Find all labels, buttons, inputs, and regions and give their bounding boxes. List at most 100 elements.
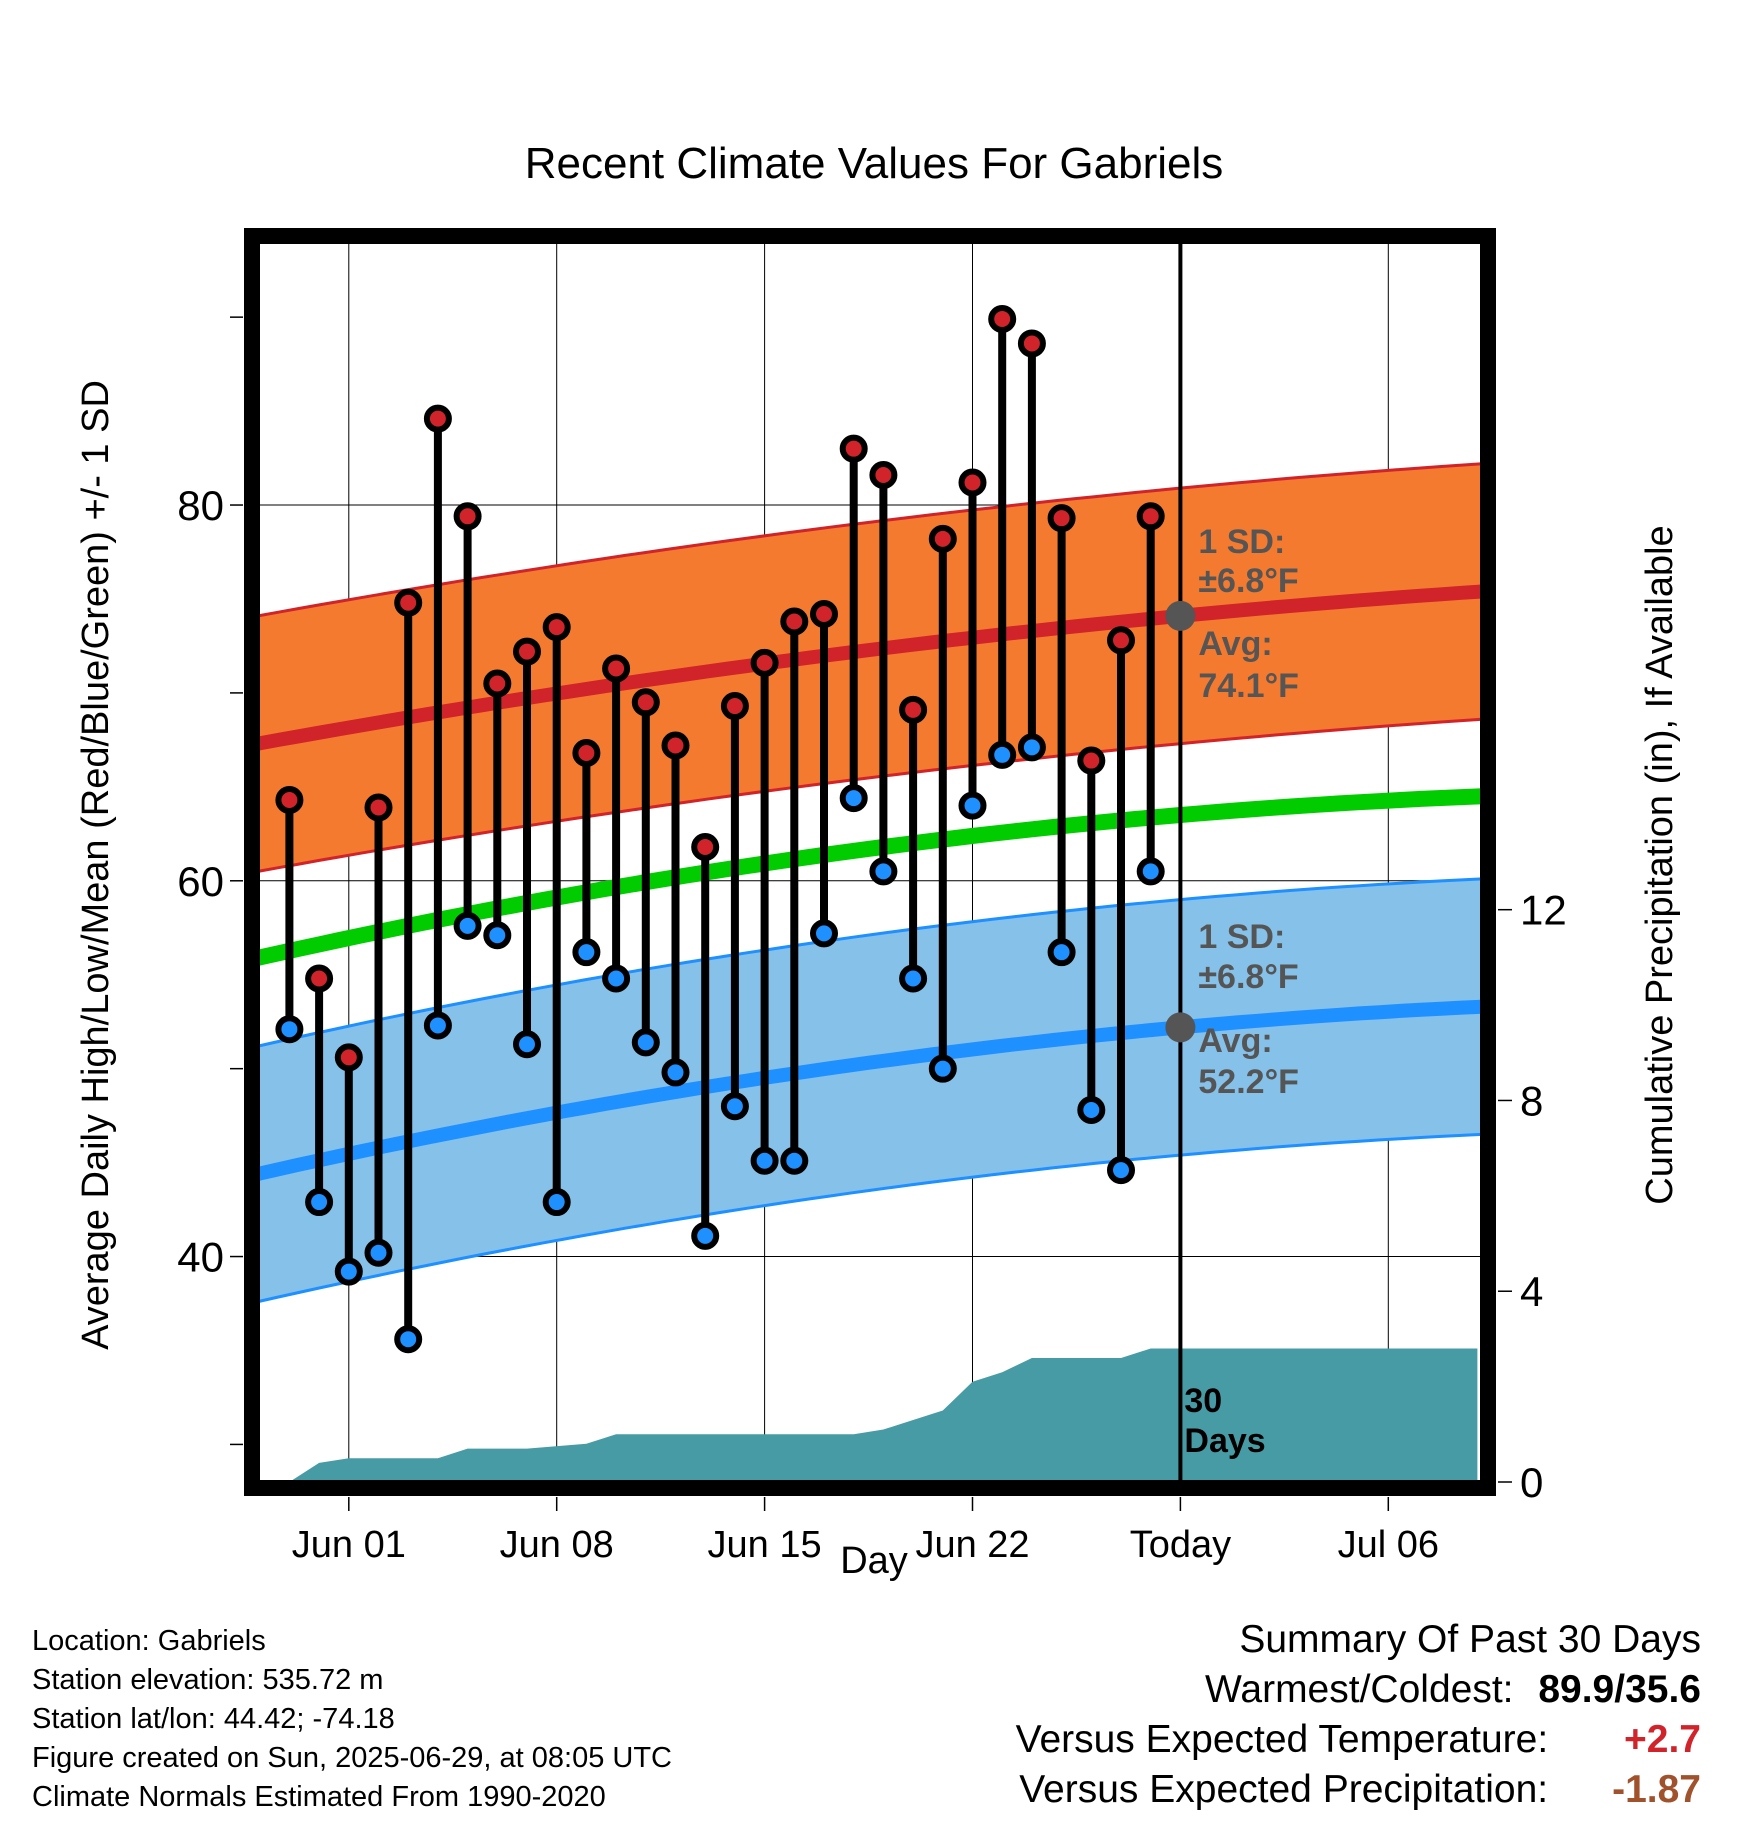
daily-high-point bbox=[780, 607, 809, 636]
y-axis-right-label: Cumulative Precipitation (in), If Availa… bbox=[1639, 525, 1681, 1204]
x-tick-label: Today bbox=[1130, 1524, 1231, 1566]
daily-high-point bbox=[631, 688, 660, 717]
daily-low-point bbox=[720, 1092, 749, 1121]
high-sd-band-upper-edge bbox=[257, 462, 1483, 618]
daily-low-point bbox=[1047, 938, 1076, 967]
high-sd-band-lower-edge bbox=[257, 717, 1483, 873]
y-left-tick-label: 80 bbox=[177, 482, 224, 529]
daily-high-point bbox=[810, 600, 838, 628]
x-tick-label: Jul 06 bbox=[1338, 1524, 1439, 1566]
chart-title: Recent Climate Values For Gabriels bbox=[525, 139, 1224, 188]
daily-high-point bbox=[958, 468, 987, 497]
daily-high-point bbox=[364, 793, 393, 822]
daily-low-point bbox=[869, 857, 898, 886]
warmest-value: 89.9/35.6 bbox=[1538, 1668, 1701, 1711]
high-sd-value: ±6.8°F bbox=[1198, 562, 1298, 600]
y-left-tick-label: 40 bbox=[177, 1234, 224, 1281]
precip-area bbox=[289, 1348, 1478, 1482]
x-tick-label: Jun 08 bbox=[500, 1524, 614, 1566]
daily-high-point bbox=[423, 404, 452, 433]
today-low-normal-marker bbox=[1165, 1012, 1196, 1043]
daily-high-point bbox=[691, 832, 720, 861]
location-text: Location: Gabriels bbox=[32, 1625, 266, 1657]
daily-low-point bbox=[513, 1030, 541, 1059]
precip-value: -1.87 bbox=[1612, 1768, 1701, 1811]
daily-high-point bbox=[988, 305, 1017, 334]
daily-low-point bbox=[899, 964, 928, 993]
daily-high-point bbox=[839, 434, 868, 463]
high-avg-label: Avg: bbox=[1198, 625, 1272, 663]
daily-low-point bbox=[958, 791, 987, 820]
latlon-text: Station lat/lon: 44.42; -74.18 bbox=[32, 1703, 395, 1735]
x-tick-label: Jun 01 bbox=[292, 1524, 406, 1566]
y-right-tick-label: 0 bbox=[1520, 1459, 1543, 1506]
warmest-label: Warmest/Coldest: bbox=[1205, 1668, 1514, 1711]
daily-high-point bbox=[453, 502, 482, 531]
created-text: Figure created on Sun, 2025-06-29, at 08… bbox=[32, 1742, 672, 1774]
daily-high-point bbox=[1017, 329, 1046, 358]
daily-low-point bbox=[1107, 1156, 1135, 1185]
summary-temp-row: Versus Expected Temperature: +2.7 bbox=[1016, 1715, 1701, 1765]
summary-warmest-row: Warmest/Coldest: 89.9/35.6 bbox=[1016, 1665, 1701, 1715]
daily-low-point bbox=[334, 1257, 363, 1286]
low-normal-line bbox=[256, 999, 1483, 1181]
low-sd-band-upper-edge bbox=[257, 877, 1483, 1048]
daily-low-point bbox=[483, 921, 512, 950]
high-avg-value: 74.1°F bbox=[1198, 667, 1299, 705]
high-normal-line bbox=[256, 584, 1483, 751]
low-avg-value: 52.2°F bbox=[1198, 1063, 1299, 1101]
daily-high-point bbox=[1107, 626, 1135, 655]
y-left-tick-label: 60 bbox=[177, 858, 224, 905]
low-sd-label: 1 SD: bbox=[1198, 918, 1285, 956]
temp-value: +2.7 bbox=[1624, 1718, 1701, 1761]
precip-label: Versus Expected Precipitation: bbox=[1019, 1768, 1549, 1811]
daily-high-point bbox=[334, 1043, 363, 1072]
daily-low-point bbox=[839, 784, 868, 813]
daily-high-point bbox=[869, 460, 898, 489]
daily-low-point bbox=[780, 1146, 809, 1175]
daily-low-point bbox=[453, 911, 482, 940]
x-tick-label: Jun 22 bbox=[915, 1524, 1029, 1566]
daily-high-point bbox=[572, 739, 601, 768]
daily-low-point bbox=[928, 1054, 957, 1083]
daily-low-point bbox=[602, 964, 631, 993]
daily-high-point bbox=[542, 613, 571, 642]
normals-text: Climate Normals Estimated From 1990-2020 bbox=[32, 1781, 606, 1813]
daily-high-point bbox=[602, 654, 631, 683]
daily-low-point bbox=[572, 938, 601, 967]
summary-panel: Summary Of Past 30 Days Warmest/Coldest:… bbox=[1016, 1615, 1701, 1815]
daily-high-point bbox=[305, 964, 334, 993]
daily-high-point bbox=[899, 695, 928, 724]
low-avg-label: Avg: bbox=[1198, 1022, 1272, 1060]
summary-precip-row: Versus Expected Precipitation: -1.87 bbox=[1016, 1765, 1701, 1815]
daily-high-point bbox=[720, 692, 749, 721]
daily-low-point bbox=[631, 1028, 660, 1057]
daily-low-point bbox=[988, 740, 1017, 769]
daily-low-point bbox=[275, 1015, 304, 1044]
daily-high-point bbox=[394, 588, 423, 617]
climate-chart: Recent Climate Values For Gabriels 1 SD:… bbox=[75, 139, 1681, 1582]
daily-high-point bbox=[1077, 746, 1106, 775]
station-info: Location: Gabriels Station elevation: 53… bbox=[32, 1622, 672, 1817]
daily-high-point bbox=[750, 648, 779, 677]
daily-low-point bbox=[691, 1221, 720, 1250]
daily-low-point bbox=[394, 1325, 423, 1354]
x-tick-label: Jun 15 bbox=[708, 1524, 822, 1566]
daily-low-point bbox=[423, 1011, 452, 1040]
plot-frame bbox=[244, 228, 1496, 1496]
daily-low-point bbox=[750, 1146, 779, 1175]
y-right-tick-label: 4 bbox=[1520, 1268, 1543, 1315]
daily-low-point bbox=[542, 1188, 571, 1217]
daily-high-point bbox=[1047, 504, 1076, 533]
daily-low-point bbox=[1136, 857, 1165, 886]
days-label-word: Days bbox=[1184, 1422, 1265, 1460]
daily-low-point bbox=[364, 1238, 393, 1267]
y-right-tick-label: 12 bbox=[1520, 887, 1567, 934]
low-sd-band-lower-edge bbox=[257, 1132, 1483, 1304]
daily-high-point bbox=[928, 524, 957, 553]
summary-title: Summary Of Past 30 Days bbox=[1239, 1618, 1701, 1661]
low-sd-value: ±6.8°F bbox=[1198, 958, 1298, 996]
today-high-normal-marker bbox=[1165, 600, 1196, 631]
daily-high-point bbox=[513, 637, 541, 666]
